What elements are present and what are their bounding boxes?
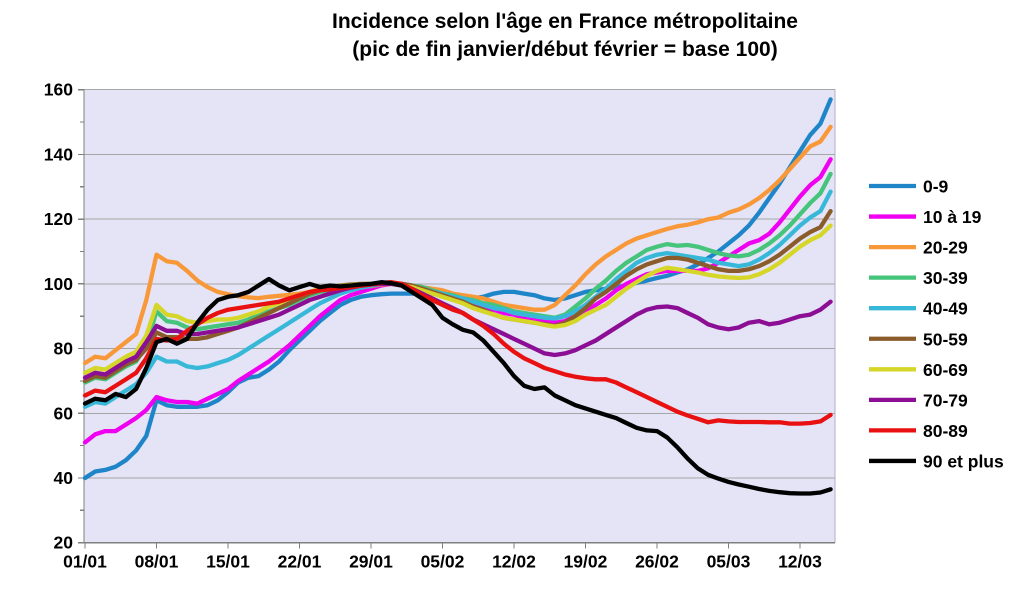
legend-label-30-39: 30-39	[923, 268, 968, 288]
legend-label-50-59: 50-59	[923, 329, 968, 349]
series-line-60-69	[82, 223, 833, 375]
series-line-40-49	[82, 189, 833, 409]
x-tick-label: 12/02	[492, 552, 536, 572]
y-tick-label: 100	[44, 274, 73, 294]
y-tick-label: 60	[54, 403, 74, 423]
y-tick-label: 20	[54, 533, 74, 553]
x-tick-label: 15/01	[206, 552, 250, 572]
series-line-90-et-plus	[82, 276, 833, 496]
series-line-80-89	[82, 280, 833, 426]
y-tick-label: 40	[54, 468, 74, 488]
legend-label-60-69: 60-69	[923, 360, 968, 380]
y-tick-label: 120	[44, 209, 73, 229]
chart-title-line-1: Incidence selon l'âge en France métropol…	[332, 10, 798, 33]
legend-label-90-et-plus: 90 et plus	[923, 451, 1004, 471]
x-tick-label: 12/03	[778, 552, 822, 572]
y-tick-label: 140	[44, 144, 73, 164]
legend-label-0-9: 0-9	[923, 177, 949, 197]
x-tick-label: 19/02	[564, 552, 608, 572]
legend-label-40-49: 40-49	[923, 299, 968, 319]
legend-label-20-29: 20-29	[923, 238, 968, 258]
x-tick-label: 29/01	[349, 552, 393, 572]
x-tick-label: 22/01	[278, 552, 322, 572]
x-tick-label: 05/02	[421, 552, 465, 572]
y-tick-label: 80	[54, 339, 74, 359]
chart-title: Incidence selon l'âge en France métropol…	[150, 8, 980, 64]
plot-area	[83, 89, 836, 544]
x-tick-label: 01/01	[63, 552, 107, 572]
legend-label-70-79: 70-79	[923, 390, 968, 410]
x-tick-label: 08/01	[135, 552, 179, 572]
x-tick-label: 05/03	[707, 552, 751, 572]
series-line-20-29	[82, 124, 833, 366]
legend-label-10-à-19: 10 à 19	[923, 207, 982, 227]
y-tick-label: 160	[44, 80, 73, 100]
chart-title-line-2: (pic de fin janvier/début février = base…	[352, 38, 778, 61]
x-tick-label: 26/02	[635, 552, 679, 572]
legend-label-80-89: 80-89	[923, 421, 968, 441]
